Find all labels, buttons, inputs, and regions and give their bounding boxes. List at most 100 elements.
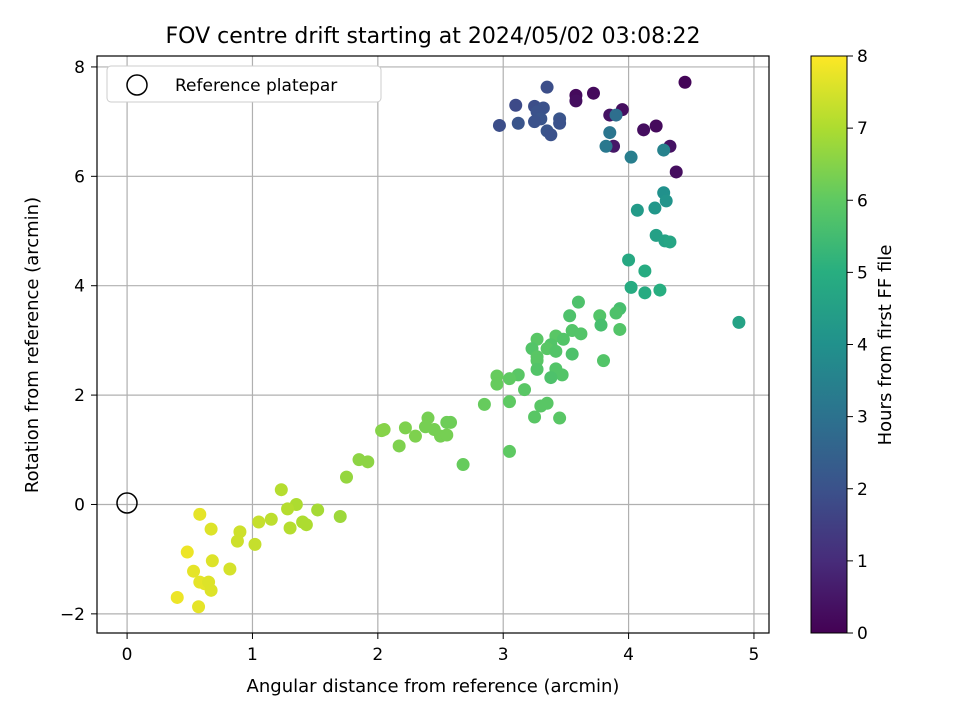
- data-point: [569, 94, 583, 108]
- data-point: [264, 512, 278, 526]
- data-point: [555, 368, 569, 382]
- x-tick-label: 4: [623, 645, 634, 665]
- data-point: [518, 383, 532, 397]
- data-point: [392, 439, 406, 453]
- data-point: [553, 116, 567, 130]
- data-point: [408, 429, 422, 443]
- data-point: [440, 428, 454, 442]
- data-point: [477, 397, 491, 411]
- data-point: [205, 554, 219, 568]
- data-point: [511, 116, 525, 130]
- x-axis-ticks: 0 1 2 3 4 5: [122, 633, 759, 665]
- x-tick-label: 1: [247, 645, 258, 665]
- data-point: [223, 562, 237, 576]
- data-point: [653, 283, 667, 297]
- data-point: [192, 600, 206, 614]
- reference-marker: [116, 492, 138, 514]
- y-tick-label: 4: [74, 277, 85, 297]
- colorbar-tick-label: 5: [857, 263, 868, 283]
- data-point: [544, 371, 558, 385]
- data-point: [361, 455, 375, 469]
- colorbar-tick-label: 1: [857, 552, 868, 572]
- data-point: [530, 362, 544, 376]
- data-point: [528, 410, 542, 424]
- data-point: [574, 327, 588, 341]
- data-point: [622, 253, 636, 267]
- data-point: [490, 377, 504, 391]
- data-point: [502, 372, 516, 386]
- data-point: [638, 264, 652, 278]
- data-point: [594, 318, 608, 332]
- data-point: [180, 545, 194, 559]
- colorbar-tick-label: 2: [857, 480, 868, 500]
- data-point: [204, 583, 218, 597]
- legend: Reference platepar: [106, 65, 382, 103]
- data-point: [502, 444, 516, 458]
- data-point: [170, 590, 184, 604]
- data-point: [544, 128, 558, 142]
- colorbar-ticks: 0 1 2 3 4 5 6 7 8: [847, 47, 868, 644]
- colorbar-tick-label: 4: [857, 336, 868, 356]
- data-points: [170, 75, 746, 614]
- data-point: [678, 75, 692, 89]
- y-tick-label: −2: [60, 605, 85, 625]
- y-tick-label: 8: [74, 58, 85, 78]
- data-point: [649, 119, 663, 133]
- data-point: [528, 115, 542, 129]
- data-point: [444, 415, 458, 429]
- colorbar-tick-label: 6: [857, 191, 868, 211]
- colorbar-tick-label: 0: [857, 624, 868, 644]
- legend-box: [106, 65, 382, 103]
- data-point: [563, 309, 577, 323]
- data-point: [659, 194, 673, 208]
- data-point: [586, 86, 600, 100]
- data-point: [732, 315, 746, 329]
- data-point: [613, 322, 627, 336]
- data-point: [597, 354, 611, 368]
- data-point: [630, 203, 644, 217]
- data-point: [571, 295, 585, 309]
- data-point: [230, 534, 244, 548]
- data-point: [603, 126, 617, 140]
- x-axis-label: Angular distance from reference (arcmin): [247, 676, 620, 697]
- y-tick-label: 2: [74, 386, 85, 406]
- data-point: [553, 411, 567, 425]
- data-point: [248, 537, 262, 551]
- data-point: [398, 421, 412, 435]
- data-point: [283, 521, 297, 535]
- data-point: [311, 503, 325, 517]
- data-point: [193, 507, 207, 521]
- x-tick-label: 3: [498, 645, 509, 665]
- data-point: [252, 515, 266, 529]
- colorbar-tick-label: 8: [857, 47, 868, 67]
- colorbar: 0 1 2 3 4 5 6 7 8 Hours from first FF file: [810, 47, 896, 644]
- colorbar-label: Hours from first FF file: [875, 245, 896, 446]
- data-point: [565, 347, 579, 361]
- data-point: [637, 123, 651, 137]
- x-tick-label: 2: [372, 645, 383, 665]
- data-point: [609, 108, 623, 122]
- legend-label: Reference platepar: [175, 76, 337, 96]
- data-point: [549, 344, 563, 358]
- data-point: [657, 143, 671, 157]
- plot-frame: [96, 55, 770, 634]
- data-point: [502, 395, 516, 409]
- x-tick-label: 0: [122, 645, 133, 665]
- y-axis-ticks: −2 0 2 4 6 8: [60, 58, 97, 625]
- data-point: [556, 332, 570, 346]
- y-axis-label: Rotation from reference (arcmin): [22, 197, 43, 493]
- colorbar-tick-label: 3: [857, 408, 868, 428]
- data-point: [299, 518, 313, 532]
- data-point: [609, 306, 623, 320]
- data-point: [456, 458, 470, 472]
- data-point: [669, 165, 683, 179]
- data-point: [599, 139, 613, 153]
- data-point: [624, 280, 638, 294]
- data-point: [663, 235, 677, 249]
- data-point: [333, 510, 347, 524]
- data-point: [339, 470, 353, 484]
- y-tick-label: 0: [74, 495, 85, 515]
- data-point: [624, 150, 638, 164]
- legend-marker: [126, 74, 148, 96]
